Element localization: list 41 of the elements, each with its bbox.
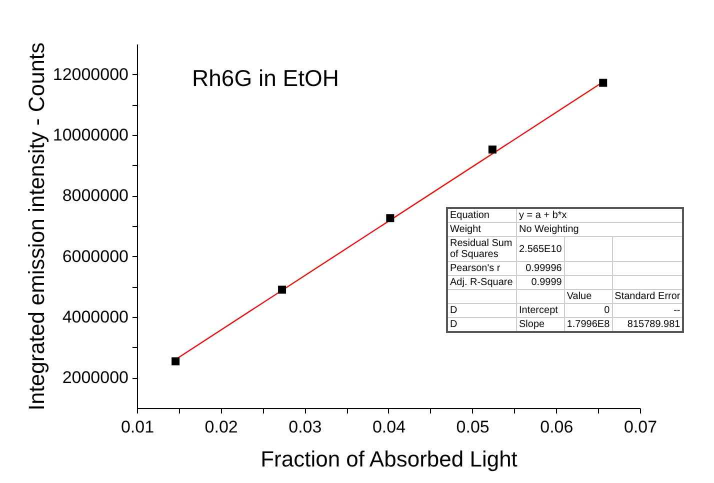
annotation: Pearson's r <box>447 262 516 276</box>
annotation: 0.99996 <box>516 262 564 276</box>
point <box>386 214 394 222</box>
annotation: 0 <box>564 304 612 318</box>
annotation: 0.9999 <box>516 276 564 290</box>
annotation: Weight <box>447 222 516 236</box>
annotation: 1.7996E8 <box>564 318 612 332</box>
annotation: Value <box>564 290 612 304</box>
annotation: y = a + b*x <box>516 208 684 222</box>
y-tick-label: 10000000 <box>52 126 128 144</box>
x-tick-label: 0.07 <box>624 418 658 436</box>
point <box>599 78 608 87</box>
annotation: Slope <box>516 318 564 332</box>
text: -- <box>612 304 684 318</box>
annotation: 815789.981 <box>612 318 684 332</box>
y-tick-label: 2000000 <box>62 368 128 388</box>
y-tick-label: 6000000 <box>62 246 128 266</box>
annotation: Intercept <box>516 304 564 318</box>
annotation: 2.565E10 <box>516 236 564 262</box>
point <box>172 357 180 366</box>
annotation: Rh6G in EtOH <box>192 65 339 91</box>
annotation: D <box>447 318 516 332</box>
x-tick-label: 0.05 <box>456 418 490 436</box>
y-tick-label: 12000000 <box>52 64 128 84</box>
point <box>278 286 286 294</box>
y-tick-label: 4000000 <box>62 308 128 326</box>
y-axis-title: Integrated emission intensity - Counts <box>24 42 49 411</box>
x-tick-label: 0.06 <box>540 418 574 436</box>
annotation: No Weighting <box>516 222 684 236</box>
x-tick-label: 0.02 <box>204 418 238 436</box>
annotation: Equation <box>447 208 516 222</box>
point <box>488 146 496 154</box>
annotation: Standard Error <box>612 290 684 304</box>
annotation: Residual Sum of Squares <box>447 236 516 262</box>
y-tick-label: 8000000 <box>62 186 128 206</box>
x-tick-label: 0.01 <box>120 418 154 436</box>
annotation: D <box>447 304 516 318</box>
x-tick-label: 0.04 <box>372 418 406 436</box>
x-axis-title: Fraction of Absorbed Light <box>260 446 518 472</box>
annotation: Adj. R-Square <box>447 276 516 290</box>
x-tick-label: 0.03 <box>288 418 322 436</box>
